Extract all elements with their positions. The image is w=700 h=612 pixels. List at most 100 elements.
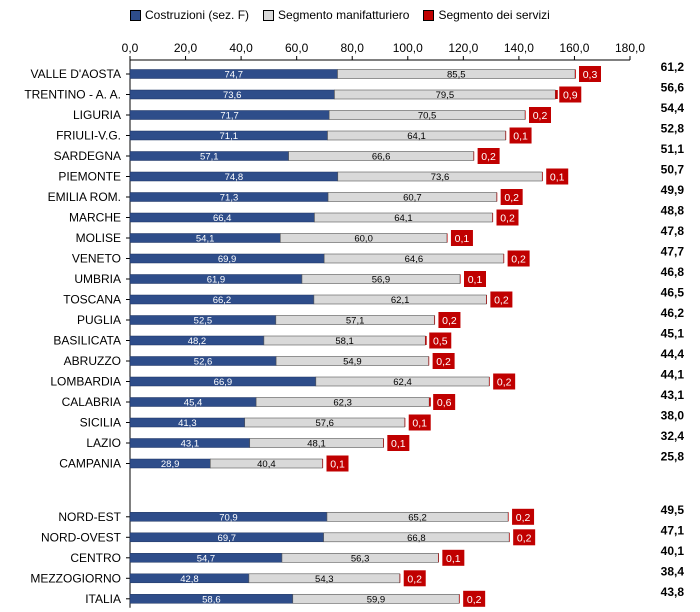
right-value-label: 48,8: [661, 204, 685, 218]
bar-costruzioni-label: 52,5: [194, 316, 213, 327]
legend-swatch-manifatturiero: [263, 9, 275, 21]
x-axis-tick-label: 180,0: [615, 41, 645, 55]
right-value-label: 52,8: [661, 122, 685, 136]
x-axis-tick-label: 0,0: [122, 41, 139, 55]
chart-legend: Costruzioni (sez. F) Segmento manifattur…: [130, 8, 550, 22]
bar-servizi: [509, 532, 510, 542]
right-value-label: 40,1: [661, 544, 685, 558]
bar-servizi: [429, 397, 431, 407]
category-label: TRENTINO - A. A.: [24, 88, 121, 102]
bar-costruzioni-label: 58,6: [202, 594, 221, 605]
bar-servizi-label: 0,2: [500, 213, 515, 225]
bar-servizi-label: 0,2: [511, 254, 526, 266]
bar-manifatturiero-label: 60,0: [354, 234, 373, 245]
bar-costruzioni-label: 71,7: [220, 111, 239, 122]
bar-costruzioni-label: 52,6: [194, 357, 213, 368]
bar-servizi-label-box: [500, 189, 523, 205]
bar-costruzioni-label: 57,1: [200, 152, 219, 163]
bar-servizi: [459, 594, 460, 604]
x-axis-tick-label: 140,0: [504, 41, 534, 55]
bar-costruzioni-label: 69,7: [218, 533, 237, 544]
bar-servizi: [425, 336, 427, 345]
bar-manifatturiero-label: 85,5: [447, 70, 466, 81]
bar-servizi-label: 0,5: [433, 336, 448, 348]
bar-costruzioni-label: 54,7: [197, 553, 216, 564]
right-value-label: 54,4: [661, 101, 685, 115]
bar-manifatturiero-label: 64,6: [405, 254, 424, 265]
bar-servizi-label-box: [438, 312, 461, 328]
bar-servizi-label-box: [433, 394, 456, 410]
right-value-label: 49,5: [661, 503, 685, 517]
category-label: PUGLIA: [77, 313, 121, 327]
category-label: VALLE D'AOSTA: [30, 67, 121, 81]
bar-servizi-label-box: [529, 107, 551, 123]
bar-manifatturiero-label: 56,9: [372, 275, 391, 286]
right-value-label: 38,4: [661, 564, 685, 578]
bar-costruzioni-label: 70,9: [219, 512, 238, 523]
right-value-label: 46,8: [661, 265, 685, 279]
x-axis-tick-label: 80,0: [341, 41, 365, 55]
bar-servizi-label-box: [463, 590, 486, 607]
bar-servizi-label: 0,1: [513, 131, 528, 143]
bar-manifatturiero-label: 60,7: [403, 193, 422, 204]
right-value-label: 43,1: [661, 388, 685, 402]
right-value-label: 44,4: [661, 347, 685, 361]
bar-manifatturiero-label: 58,1: [335, 336, 354, 347]
bar-servizi: [542, 172, 543, 181]
bar-servizi-label-box: [512, 508, 535, 525]
category-label: EMILIA ROM.: [48, 190, 121, 204]
category-label: MOLISE: [76, 231, 121, 245]
bar-manifatturiero-label: 62,1: [391, 295, 410, 306]
right-value-label: 56,6: [661, 81, 685, 95]
bar-manifatturiero-label: 64,1: [407, 131, 426, 142]
bar-servizi-label-box: [559, 86, 582, 103]
bar-costruzioni-label: 66,2: [213, 295, 232, 306]
legend-item-costruzioni: Costruzioni (sez. F): [130, 8, 249, 22]
bar-servizi: [438, 553, 439, 563]
right-value-label: 45,1: [661, 327, 685, 341]
right-value-label: 46,5: [661, 286, 685, 300]
bar-servizi: [399, 573, 401, 583]
bar-servizi-label: 0,2: [407, 573, 422, 585]
bar-servizi-label: 0,2: [504, 192, 519, 204]
right-value-label: 38,0: [661, 409, 685, 423]
bar-servizi-label: 0,1: [446, 553, 461, 565]
category-label: BASILICATA: [53, 334, 121, 348]
bar-servizi: [446, 233, 448, 243]
bar-servizi-label-box: [496, 209, 519, 226]
bar-manifatturiero-label: 79,5: [436, 90, 455, 101]
bar-costruzioni-label: 69,9: [218, 254, 237, 265]
right-value-label: 46,2: [661, 306, 685, 320]
bar-servizi-label: 0,3: [583, 69, 598, 81]
bar-servizi-label: 0,2: [442, 315, 457, 327]
bar-servizi-label-box: [326, 455, 349, 472]
right-value-label: 51,1: [661, 142, 685, 156]
x-axis-tick-label: 160,0: [559, 41, 589, 55]
right-value-label: 61,2: [661, 60, 685, 74]
legend-label-servizi: Segmento dei servizi: [438, 8, 550, 22]
bar-servizi: [486, 295, 487, 304]
category-label: UMBRIA: [74, 272, 121, 286]
right-value-label: 47,7: [661, 245, 685, 259]
bar-servizi-label-box: [477, 148, 500, 164]
bar-manifatturiero-label: 66,6: [372, 152, 391, 163]
bar-servizi-label: 0,1: [550, 172, 565, 184]
bar-manifatturiero-label: 48,1: [307, 439, 326, 450]
category-label: LOMBARDIA: [50, 375, 121, 389]
bar-servizi-label: 0,2: [436, 356, 451, 368]
bar-costruzioni-label: 71,1: [220, 131, 239, 142]
right-value-label: 47,1: [661, 523, 685, 537]
bar-servizi-label: 0,2: [533, 110, 548, 122]
bar-servizi-label: 0,2: [494, 295, 509, 307]
bar-servizi-label-box: [432, 353, 455, 369]
legend-label-manifatturiero: Segmento manifatturiero: [278, 8, 410, 22]
bar-servizi: [505, 131, 507, 140]
category-label: TOSCANA: [63, 293, 121, 307]
bar-servizi-label-box: [579, 66, 601, 82]
bar-servizi-label: 0,2: [517, 532, 532, 544]
legend-item-manifatturiero: Segmento manifatturiero: [263, 8, 409, 22]
bar-manifatturiero-label: 57,1: [346, 316, 365, 327]
bar-servizi: [555, 90, 558, 99]
bar-servizi: [434, 315, 436, 325]
